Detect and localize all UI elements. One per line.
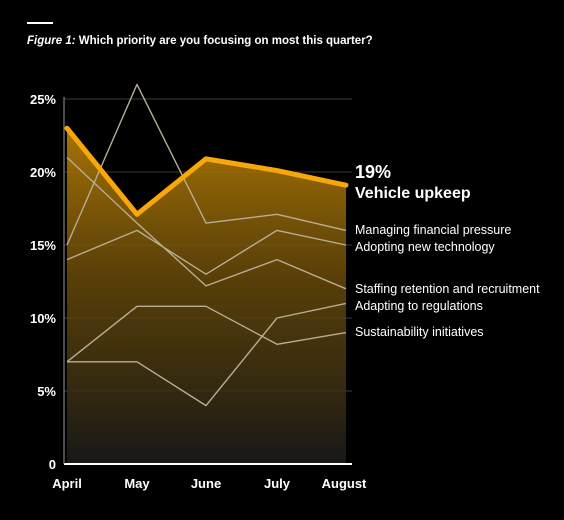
figure-question: Which priority are you focusing on most … <box>78 35 373 47</box>
series-line <box>66 156 347 290</box>
series-end-label: Adapting to regulations <box>355 299 483 313</box>
series-end-label: Staffing retention and recruitment <box>355 282 540 296</box>
x-tick-label: April <box>52 476 82 491</box>
x-tick-label: May <box>124 476 150 491</box>
figure-title: Figure 1: Which priority are you focusin… <box>27 35 373 47</box>
series-line <box>66 229 347 275</box>
y-tick-label: 25% <box>30 92 56 107</box>
series-end-label: Sustainability initiatives <box>355 325 484 339</box>
series-line <box>67 302 347 407</box>
series-end-label: Adopting new technology <box>355 240 495 254</box>
y-tick-label: 10% <box>30 311 56 326</box>
highlight-series-label: Vehicle upkeep <box>355 185 471 202</box>
highlight-line <box>64 125 349 217</box>
x-tick-label: June <box>191 476 221 491</box>
x-tick-label: August <box>322 476 367 491</box>
figure-label: Figure 1: <box>27 35 76 47</box>
series-line <box>66 83 347 246</box>
highlight-area <box>67 128 346 464</box>
x-tick-label: July <box>264 476 291 491</box>
y-tick-label: 0 <box>49 457 56 472</box>
highlight-value-label: 19% <box>355 162 391 182</box>
y-tick-label: 20% <box>30 165 56 180</box>
top-rule <box>27 22 53 24</box>
y-tick-label: 5% <box>37 384 56 399</box>
series-line <box>66 305 347 363</box>
series-end-label: Managing financial pressure <box>355 223 511 237</box>
y-tick-label: 15% <box>30 238 56 253</box>
